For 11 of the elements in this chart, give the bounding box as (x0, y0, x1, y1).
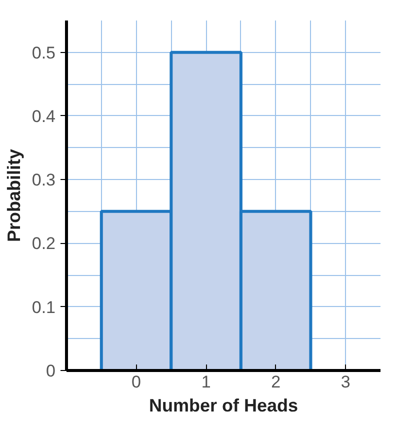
y-tick-label: 0.3 (32, 170, 56, 190)
y-tick-label: 0.4 (32, 106, 56, 126)
x-axis-title: Number of Heads (148, 396, 298, 416)
y-tick-label: 0.2 (32, 234, 56, 254)
y-tick-label: 0.5 (32, 43, 56, 62)
x-tick-label: 1 (201, 372, 211, 392)
y-tick-label: 0.1 (32, 298, 56, 317)
x-tick-label: 0 (132, 372, 142, 392)
x-tick-label: 2 (271, 372, 281, 392)
y-axis-title: Probability (4, 148, 24, 242)
x-tick-label: 3 (340, 372, 350, 392)
